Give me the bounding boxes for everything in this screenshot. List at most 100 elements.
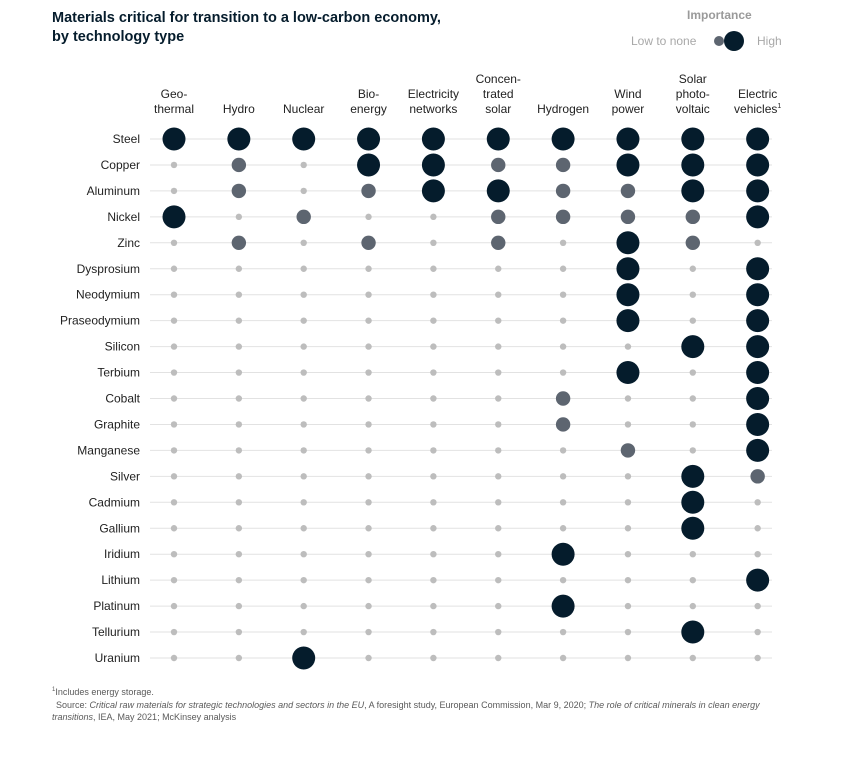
row-label-manganese: Manganese: [77, 443, 140, 457]
dot-silver-nuclear: [300, 473, 307, 480]
dot-iridium-solar_photovoltaic: [689, 551, 696, 558]
dot-uranium-bioenergy: [365, 654, 372, 662]
dot-platinum-concentrated_solar: [495, 602, 502, 610]
legend-high-label: High: [757, 34, 782, 48]
dot-uranium-nuclear: [292, 646, 316, 670]
dot-zinc-concentrated_solar: [491, 235, 506, 250]
dot-tellurium-solar_photovoltaic: [681, 620, 705, 644]
column-label-electricity_networks: Electricity networks: [408, 87, 459, 116]
column-label-hydro: Hydro: [223, 102, 255, 116]
dot-cobalt-electric_vehicles: [746, 387, 770, 410]
column-label-line: Concen-: [476, 72, 521, 86]
dot-copper-bioenergy: [357, 153, 381, 177]
dot-nickel-electricity_networks: [430, 213, 437, 221]
dot-neodymium-concentrated_solar: [495, 291, 502, 298]
dot-steel-electric_vehicles: [746, 127, 770, 151]
legend-medium-dot: [714, 36, 724, 46]
dot-graphite-electricity_networks: [430, 421, 437, 428]
dot-terbium-solar_photovoltaic: [689, 369, 696, 376]
dot-uranium-geothermal: [170, 654, 178, 662]
dot-gallium-geothermal: [170, 525, 178, 532]
dot-silicon-electricity_networks: [430, 343, 437, 350]
dot-uranium-electricity_networks: [430, 654, 437, 662]
dot-manganese-concentrated_solar: [495, 447, 502, 454]
row-label-praseodymium: Praseodymium: [60, 314, 140, 328]
dot-aluminum-electricity_networks: [421, 179, 445, 203]
dot-manganese-electricity_networks: [430, 447, 437, 454]
column-label-line: Electricity: [408, 87, 459, 101]
source-title-1: Critical raw materials for strategic tec…: [89, 700, 365, 710]
footnote-text: Includes energy storage.: [55, 687, 154, 697]
dot-gallium-hydrogen: [559, 525, 567, 532]
dot-iridium-wind_power: [624, 551, 632, 558]
dot-cadmium-hydrogen: [559, 499, 567, 506]
column-label-nuclear: Nuclear: [283, 102, 324, 116]
column-label-line: Nuclear: [283, 102, 324, 116]
dot-cobalt-wind_power: [624, 395, 632, 402]
dot-copper-nuclear: [300, 161, 307, 169]
dot-cadmium-electric_vehicles: [754, 499, 761, 506]
dot-dysprosium-bioenergy: [365, 265, 372, 272]
source-lead: Source:: [56, 700, 90, 710]
chart-title-line-1: Materials critical for transition to a l…: [52, 10, 441, 26]
dot-iridium-hydro: [235, 551, 243, 558]
dot-cadmium-electricity_networks: [430, 499, 437, 506]
chart-title: Materials critical for transition to a l…: [52, 9, 522, 47]
dot-dysprosium-nuclear: [300, 265, 307, 272]
dot-nickel-nuclear: [296, 209, 311, 225]
dot-zinc-solar_photovoltaic: [685, 235, 700, 250]
row-label-cadmium: Cadmium: [89, 495, 140, 509]
dot-nickel-geothermal: [162, 205, 186, 229]
row-label-dysprosium: Dysprosium: [77, 262, 140, 276]
dot-dysprosium-geothermal: [170, 265, 178, 272]
dot-silicon-nuclear: [300, 343, 307, 350]
dot-neodymium-electric_vehicles: [746, 283, 770, 307]
dot-terbium-electric_vehicles: [746, 361, 770, 385]
dot-nickel-bioenergy: [365, 213, 372, 221]
column-label-geothermal: Geo-thermal: [154, 87, 194, 116]
row-label-uranium: Uranium: [95, 651, 140, 665]
dot-dysprosium-hydrogen: [559, 265, 567, 272]
dot-praseodymium-electric_vehicles: [746, 309, 770, 333]
dot-cobalt-geothermal: [170, 395, 178, 402]
column-label-line: Wind: [614, 87, 641, 101]
row-label-aluminum: Aluminum: [87, 184, 140, 198]
dot-neodymium-geothermal: [170, 291, 178, 298]
row-label-silver: Silver: [110, 469, 140, 483]
dot-dysprosium-electric_vehicles: [746, 257, 770, 281]
dot-cobalt-electricity_networks: [430, 395, 437, 402]
dot-graphite-solar_photovoltaic: [689, 421, 696, 428]
dot-graphite-nuclear: [300, 421, 307, 428]
importance-dots: [162, 127, 770, 670]
dot-tellurium-hydrogen: [559, 628, 567, 636]
dot-steel-solar_photovoltaic: [681, 127, 705, 151]
column-label-wind_power: Wind power: [612, 87, 645, 116]
chart-title-line-2: by technology type: [52, 29, 185, 45]
dot-tellurium-geothermal: [170, 628, 178, 636]
legend-low-label: Low to none: [631, 34, 697, 48]
dot-silicon-wind_power: [624, 343, 632, 350]
dot-praseodymium-hydrogen: [559, 317, 567, 324]
row-label-iridium: Iridium: [104, 547, 140, 561]
column-label-line: trated: [483, 87, 514, 101]
dot-tellurium-bioenergy: [365, 628, 372, 636]
dot-aluminum-hydrogen: [555, 183, 571, 199]
dot-uranium-hydrogen: [559, 654, 567, 662]
dot-silver-solar_photovoltaic: [681, 464, 705, 488]
dot-terbium-bioenergy: [365, 369, 372, 376]
column-label-line: Hydrogen: [537, 102, 589, 116]
dot-graphite-hydrogen: [555, 417, 571, 432]
dot-uranium-concentrated_solar: [495, 654, 502, 662]
dot-terbium-wind_power: [616, 361, 640, 385]
dot-silver-bioenergy: [365, 473, 372, 480]
dot-cadmium-geothermal: [170, 499, 178, 506]
dot-cobalt-solar_photovoltaic: [689, 395, 696, 402]
dot-steel-electricity_networks: [421, 127, 445, 151]
row-label-cobalt: Cobalt: [105, 392, 140, 406]
dot-neodymium-electricity_networks: [430, 291, 437, 298]
dot-praseodymium-bioenergy: [365, 317, 372, 324]
dot-aluminum-geothermal: [170, 187, 178, 195]
dot-steel-wind_power: [616, 127, 640, 151]
dot-graphite-wind_power: [624, 421, 632, 428]
dot-lithium-hydrogen: [559, 576, 567, 584]
